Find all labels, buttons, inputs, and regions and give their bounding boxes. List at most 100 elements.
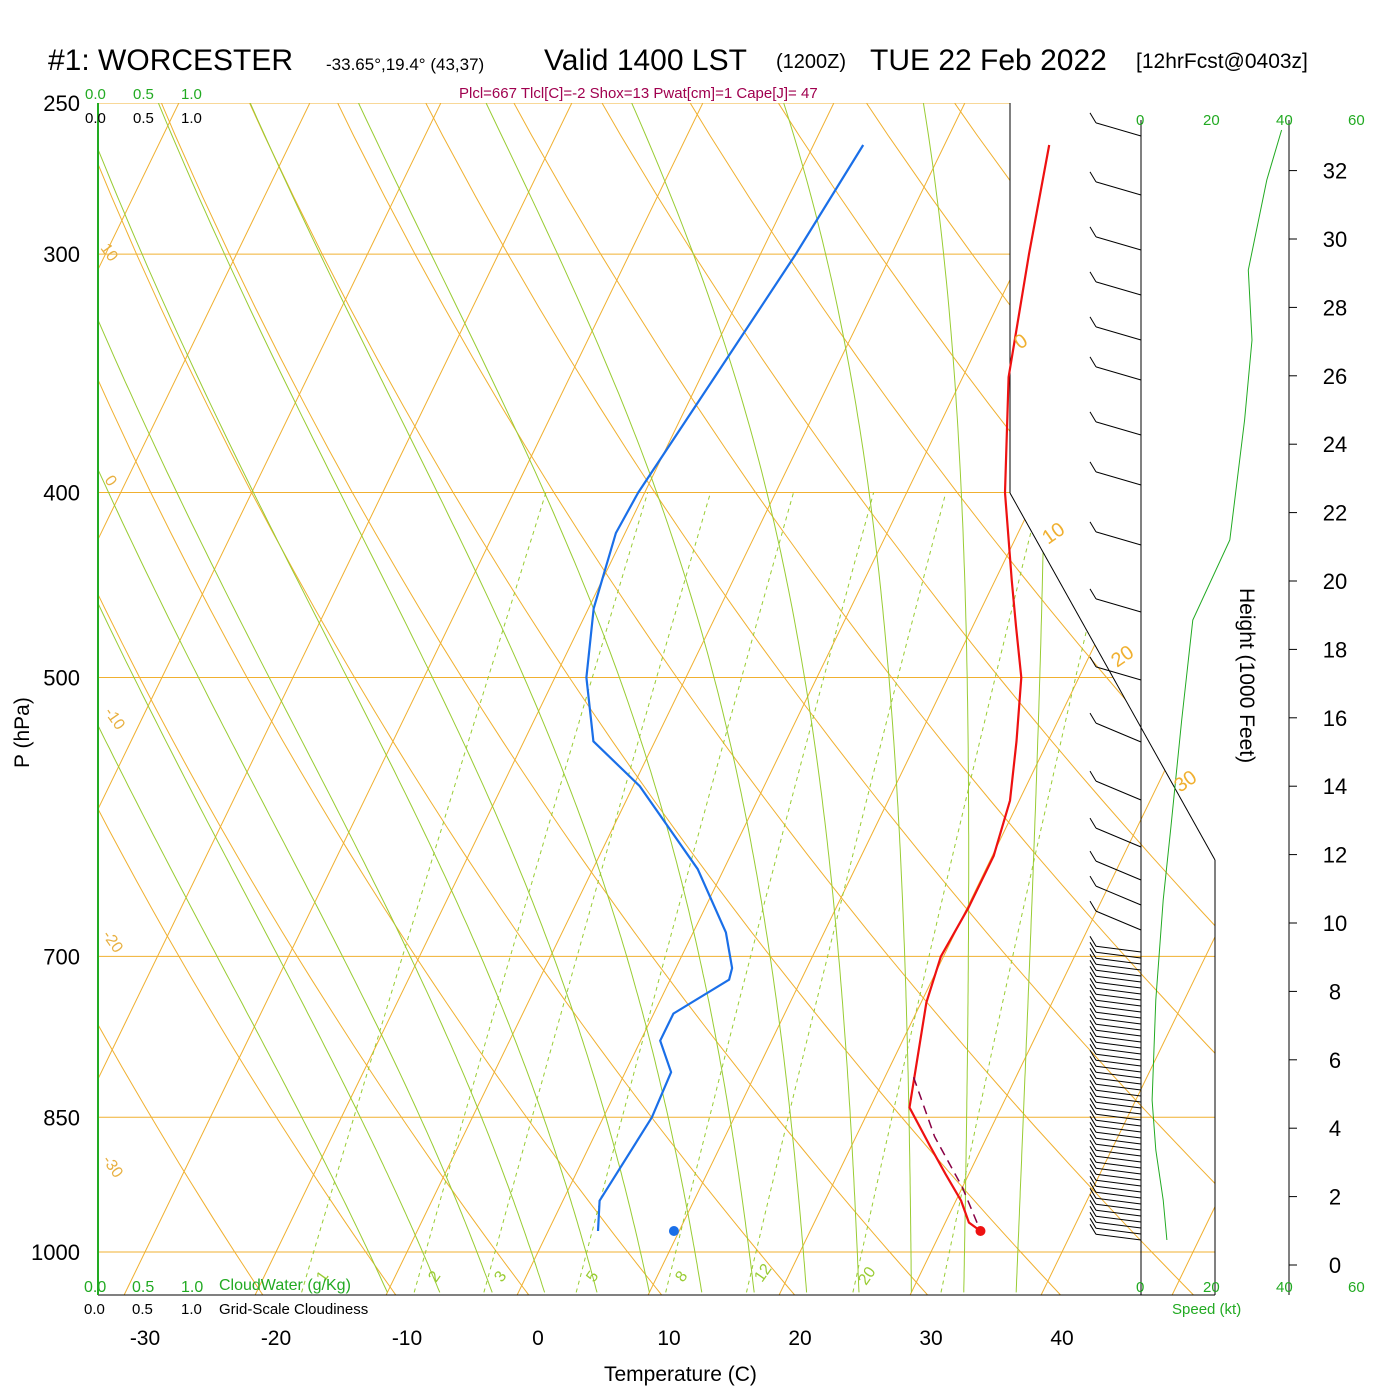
- wind-barb: [1095, 1101, 1142, 1109]
- isotherm: [637, 103, 1215, 1295]
- wind-barb-flag: [1089, 1212, 1097, 1223]
- wind-barb: [1095, 1203, 1142, 1211]
- bottom-scale-k-2: 1.0: [181, 1301, 202, 1318]
- wind-barb-flag: [1089, 588, 1097, 600]
- dry-adiabat: [407, 103, 1215, 1295]
- height-label: 8: [1329, 979, 1341, 1004]
- wind-barb: [1095, 999, 1142, 1007]
- height-label: 6: [1329, 1048, 1341, 1073]
- wind-barb-flag: [1089, 770, 1097, 782]
- wind-barb-flag: [1089, 948, 1097, 959]
- background-lines: [98, 69, 1400, 1316]
- wind-barb: [1095, 957, 1142, 965]
- mixing-ratio-line: [746, 492, 947, 1293]
- wind-barb-flag: [1089, 996, 1097, 1007]
- isotherm-label: -30: [99, 1153, 126, 1182]
- wind-barb: [1095, 1215, 1142, 1223]
- wind-barb-flag: [1089, 226, 1097, 238]
- speed-tick-bottom-0: 0: [1136, 1279, 1144, 1296]
- wind-barb: [1095, 1041, 1142, 1049]
- wind-barb-flag: [1089, 1116, 1097, 1127]
- temperature-label: 0: [532, 1327, 544, 1350]
- wind-barb: [1095, 1005, 1142, 1013]
- temperature-label: 30: [919, 1327, 942, 1350]
- wind-barb: [1095, 1089, 1142, 1097]
- wind-barb-flag: [1089, 1146, 1097, 1157]
- isotherm: [1030, 103, 1215, 1295]
- wind-barb-flag: [1089, 1218, 1097, 1229]
- isotherm: [244, 103, 851, 1295]
- wind-barb-flag: [1089, 521, 1097, 533]
- dry-adiabat: [756, 103, 1215, 1295]
- dewpoint-profile: [585, 144, 865, 1232]
- wind-barb-flag: [1089, 875, 1097, 887]
- wind-barb-flag: [1089, 1140, 1097, 1151]
- wind-barb-flag: [1089, 1182, 1097, 1193]
- height-label: 32: [1323, 159, 1347, 184]
- wind-barb-flag: [1089, 1104, 1097, 1115]
- top-scale-k-2: 1.0: [181, 110, 202, 127]
- wind-barb-flag: [1089, 112, 1097, 124]
- wind-barb-flag: [1089, 1134, 1097, 1145]
- wind-barb-flag: [1089, 1038, 1097, 1049]
- mixing-ratio-line: [483, 492, 711, 1293]
- wind-barb-flag: [1089, 1110, 1097, 1121]
- wind-barb: [1095, 1227, 1142, 1235]
- isotherm: [1293, 69, 1400, 1316]
- wind-barb-flag: [1089, 1074, 1097, 1085]
- moist-adiabat: [772, 103, 912, 1293]
- dry-adiabat: [669, 103, 1215, 1295]
- height-label: 20: [1323, 569, 1347, 594]
- top-scale-k-0: 0.0: [85, 110, 106, 127]
- wind-barb: [1095, 122, 1142, 137]
- height-label: 14: [1323, 774, 1347, 799]
- wind-barb-flag: [1089, 1206, 1097, 1217]
- dry-adiabat: [1191, 103, 1215, 1295]
- wind-barb-flag: [1089, 1164, 1097, 1175]
- wind-barb: [1095, 1149, 1142, 1157]
- wind-barb-flag: [1089, 1158, 1097, 1169]
- pressure-label-700: 700: [43, 944, 80, 969]
- wind-barb-flag: [1089, 817, 1097, 829]
- isotherm: [768, 103, 1215, 1295]
- pressure-labels: 250 300 400 500 700 850 1000: [31, 91, 80, 1265]
- temperature-profile: [908, 144, 1051, 1232]
- wind-barb: [1095, 1185, 1142, 1193]
- moist-adiabat: [98, 103, 441, 1293]
- wind-barb: [1095, 722, 1142, 743]
- wind-barb-flag: [1089, 1056, 1097, 1067]
- wind-barbs: [1089, 112, 1142, 1241]
- mixing-ratio-label: 3: [491, 1268, 510, 1285]
- dry-adiabat: [494, 103, 1215, 1295]
- wind-barb: [1095, 963, 1142, 971]
- pressure-label-850: 850: [43, 1105, 80, 1130]
- pressure-label-500: 500: [43, 666, 80, 691]
- stability-stats: Plcl=667 Tlcl[C]=-2 Shox=13 Pwat[cm]=1 C…: [459, 85, 818, 102]
- moist-adiabat: [234, 103, 703, 1293]
- height-label: 26: [1323, 364, 1347, 389]
- surface-dewpoint-marker: [668, 1226, 679, 1237]
- wind-barb: [1095, 598, 1142, 613]
- moist-adiabat: [98, 103, 546, 1293]
- wind-barb-flag: [1089, 954, 1097, 965]
- pressure-label-400: 400: [43, 481, 80, 506]
- wind-barb: [1095, 1197, 1142, 1205]
- height-label: 2: [1329, 1185, 1341, 1210]
- wind-barb-flag: [1089, 712, 1097, 724]
- wind-barb: [1095, 1233, 1142, 1241]
- dry-adiabat: [98, 103, 278, 1295]
- wind-barb-flag: [1089, 1080, 1097, 1091]
- dry-adiabat: [320, 103, 1215, 1295]
- wind-barb: [1095, 1077, 1142, 1085]
- wind-barb: [1095, 326, 1142, 341]
- bottom-scale-k-1: 0.5: [132, 1301, 153, 1318]
- wind-barb-flag: [1089, 1188, 1097, 1199]
- wind-barb-flag: [1089, 461, 1097, 473]
- dry-adiabat: [1366, 69, 1400, 1316]
- isotherm: [113, 103, 720, 1295]
- wind-barb-flag: [1089, 1014, 1097, 1025]
- wind-barb-flag: [1089, 1002, 1097, 1013]
- wind-barb: [1095, 1059, 1142, 1067]
- wind-barb: [1095, 1119, 1142, 1127]
- height-label: 28: [1323, 295, 1347, 320]
